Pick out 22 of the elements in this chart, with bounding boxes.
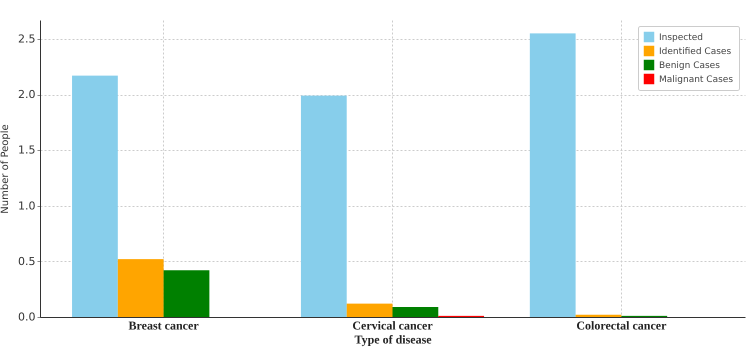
- y-tick-label: 0.5: [18, 254, 36, 268]
- x-tick-label: Breast cancer: [128, 318, 200, 332]
- y-tick-label: 1.5: [18, 144, 36, 157]
- x-tick-label: Colorectal cancer: [576, 318, 668, 332]
- legend-label: Malignant Cases: [659, 75, 734, 85]
- y-tick-label: 1.0: [18, 199, 36, 212]
- bar: [72, 76, 118, 317]
- y-tick-label: 0.0: [18, 310, 36, 324]
- bar: [118, 259, 164, 317]
- bar: [530, 33, 576, 317]
- legend-label: Inspected: [659, 33, 704, 43]
- legend-label: Identified Cases: [659, 47, 732, 57]
- y-tick-label: 2.0: [18, 88, 36, 102]
- bar: [164, 270, 210, 317]
- bar: [392, 306, 438, 317]
- bar: [300, 96, 347, 317]
- x-axis-title: Type of disease: [354, 332, 432, 346]
- y-axis-title: Number of People: [0, 124, 12, 214]
- x-tick-label: Cervical cancer: [352, 318, 434, 332]
- bar: [346, 304, 392, 317]
- y-tick-label: 2.5: [18, 32, 36, 46]
- legend-label: Benign Cases: [659, 61, 720, 71]
